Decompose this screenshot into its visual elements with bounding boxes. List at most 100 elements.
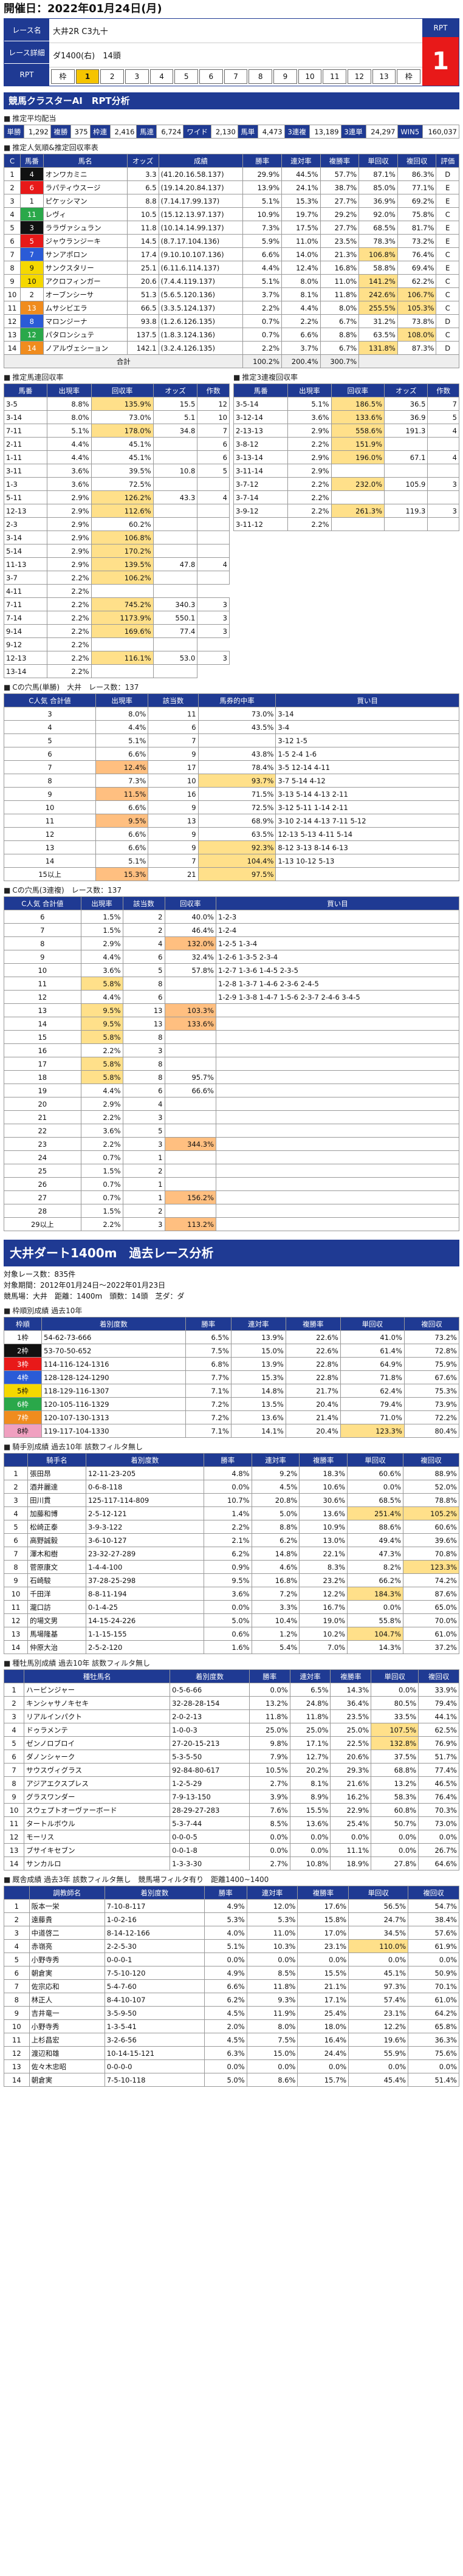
table-cell: 5.8% <box>80 1030 123 1044</box>
table-cell: 3枠 <box>3 1357 43 1371</box>
table-cell: 24.7% <box>348 1912 409 1926</box>
table-cell: 23.5% <box>330 1709 372 1723</box>
table-cell: 1 <box>3 167 21 181</box>
table-row: 5 小野寺秀 0-0-0-1 0.0% 0.0% 0.0% 0.0% 0.0% <box>4 1953 459 1966</box>
table-row: 10 3.6% 5 57.8% 1-2-7 1-3-6 1-4-5 2-3-5 <box>4 963 459 977</box>
table-cell: 8-4-10-107 <box>104 1993 205 2007</box>
umaren-table: 馬番 出現率 回収率 オッズ 作数 3-5 8.8% 135.9% 15.5 12 3-14 8.0%… <box>4 383 230 678</box>
table-cell <box>91 637 154 651</box>
table-cell: 13.6% <box>289 1816 331 1830</box>
label-race-detail: レース詳細 <box>4 41 49 64</box>
table-cell: 45.1% <box>91 450 154 464</box>
table-cell: 0-6-8-118 <box>85 1480 204 1494</box>
table-row: 21 2.2% 3 <box>4 1110 459 1124</box>
table-cell: 10 <box>148 774 199 788</box>
table-row: 13 12 パタロンシュテ 137.5 (1.8.3.124.136) 0.7% 6.6% 8… <box>3 328 459 342</box>
table-cell: 13 <box>122 1017 165 1031</box>
table-row: 9 石崎駿 37-28-25-298 9.5% 16.8% 23.2% 66.2% 74.2% <box>3 1573 459 1587</box>
table-cell <box>216 1164 459 1178</box>
table-cell: 65.0% <box>403 1600 459 1614</box>
table-cell: 0.0% <box>204 1953 247 1966</box>
frame-button[interactable]: 枠 <box>51 69 75 84</box>
table-cell: 5.3% <box>204 1912 247 1926</box>
table-cell: 75.3% <box>403 1384 460 1398</box>
frame-button[interactable]: 6 <box>199 69 223 84</box>
table-cell: 106.7% <box>397 287 437 301</box>
table-cell: 2-5-2-120 <box>85 1640 204 1654</box>
table-cell: 2.2% <box>46 624 92 638</box>
table-cell: 2.7% <box>249 1776 290 1790</box>
table-row: 14 仲原大治 2-5-2-120 1.6% 5.4% 7.0% 14.3% 37.2% <box>3 1640 459 1654</box>
table-cell <box>91 584 154 598</box>
sanrenpuku-recovery-table: 馬番 出現率 回収率 オッズ 作数 3-5-14 5.1% 186.5% 36.5 7 3-12-1… <box>233 383 459 531</box>
table-row: 13 ブサイキセブン 0-0-1-8 0.0% 0.0% 11.1% 0.0% 26.7% <box>3 1843 459 1857</box>
total-label: 合計 <box>3 354 244 368</box>
table-cell: 40.0% <box>164 910 216 924</box>
table-cell: 張田昂 <box>27 1466 86 1480</box>
frame-button[interactable]: 12 <box>348 69 371 84</box>
table-cell: 14.0% <box>281 247 321 261</box>
table-row: 14 5.1% 7 104.4% 1-13 10-12 5-13 <box>3 854 459 868</box>
table-cell: 8.2% <box>347 1560 404 1574</box>
table-cell: 186.5% <box>331 397 385 411</box>
table-row: 2-3 2.9% 60.2% <box>4 517 230 531</box>
table-cell: 4.4% <box>281 301 321 315</box>
table-cell <box>427 490 459 504</box>
frame-button[interactable]: 5 <box>174 69 199 84</box>
table-header: 買い目 <box>216 896 459 910</box>
frame-button[interactable]: 8 <box>249 69 273 84</box>
table-row: 6 6.6% 9 43.8% 1-5 2-4 1-6 <box>3 747 459 761</box>
table-row: 9-14 2.2% 169.6% 77.4 3 <box>4 624 230 638</box>
table-cell: 47.3% <box>347 1547 404 1561</box>
frame-button[interactable]: 7 <box>224 69 248 84</box>
frame-button[interactable]: 13 <box>372 69 396 84</box>
table-header: オッズ <box>384 383 428 397</box>
frame-button[interactable]: 2 <box>100 69 125 84</box>
table-cell: 25.1 <box>126 261 159 275</box>
table-cell: 0-1-4-25 <box>85 1600 204 1614</box>
table-cell: 128-128-124-1290 <box>41 1370 186 1384</box>
table-cell: 10 <box>197 410 230 424</box>
table-row: 4 11 レヴィ 10.5 (15.12.13.97.137) 10.9% 19.7% 29.… <box>3 207 459 221</box>
table-cell: C <box>436 287 459 301</box>
frame-button[interactable]: 枠 <box>397 69 421 84</box>
table-cell: ジャウランジーキ <box>43 234 128 248</box>
table-cell: 4.4% <box>80 990 123 1004</box>
frame-button[interactable]: 9 <box>273 69 297 84</box>
table-row: 4枠 128-128-124-1290 7.7% 15.3% 22.8% 71.8% 67.… <box>3 1370 460 1384</box>
table-cell: 21 <box>148 867 199 881</box>
table-cell: 21.7% <box>285 1384 341 1398</box>
table-cell: 15.7% <box>297 2073 349 2087</box>
rpt-title: 競馬クラスターAI RPT分析 <box>4 92 459 109</box>
table-cell: 7.3% <box>95 774 149 788</box>
frame-button[interactable]: 11 <box>323 69 347 84</box>
table-cell: 24.8% <box>289 1696 331 1710</box>
table-cell: 14 <box>3 1640 29 1654</box>
table-cell: キンシャサノキセキ <box>24 1696 171 1710</box>
frame-button[interactable]: 3 <box>125 69 149 84</box>
table-header: オッズ <box>126 154 159 168</box>
table-cell: 70.1% <box>408 1979 459 1993</box>
frame-button[interactable]: 10 <box>298 69 322 84</box>
table-cell: 3-9-3-122 <box>85 1520 204 1534</box>
table-cell <box>216 1124 459 1138</box>
table-cell: 8.8% <box>320 328 360 342</box>
table-cell: 7.6% <box>249 1803 290 1817</box>
table-cell <box>216 1137 459 1151</box>
table-cell: 50.9% <box>408 1966 459 1980</box>
table-cell: 2.0% <box>204 2019 247 2033</box>
frame-button[interactable]: 4 <box>149 69 174 84</box>
frame-button[interactable]: 1 <box>75 69 100 84</box>
table-cell: 1-2-3 <box>216 910 459 924</box>
table-row: 7-11 5.1% 178.0% 34.8 7 <box>4 424 230 438</box>
table-row: 5 松崎正泰 3-9-3-122 2.2% 8.8% 10.9% 88.6% 60.6% <box>3 1520 459 1534</box>
table-cell: 5.0% <box>204 2073 247 2087</box>
table-header: 連対率 <box>289 1669 331 1683</box>
table-row: 9 グラスワンダー 7-9-13-150 3.9% 8.9% 16.2% 58.3% 76.4… <box>3 1790 459 1804</box>
table-cell: 0-0-0-1 <box>104 1953 205 1966</box>
table-cell: 5.1% <box>242 274 283 288</box>
table-cell: 1-2-6 1-3-5 2-3-4 <box>216 950 459 964</box>
table-cell: 3-6-10-127 <box>85 1533 204 1547</box>
table-cell: 70.8% <box>403 1547 459 1561</box>
